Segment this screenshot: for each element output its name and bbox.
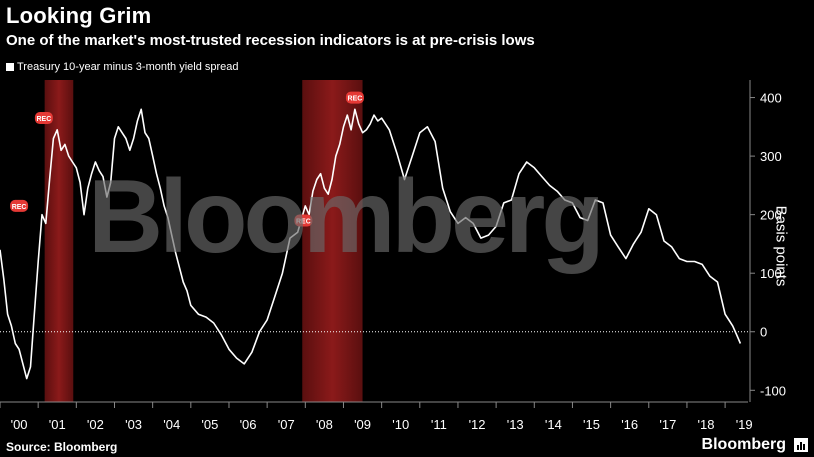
rec-marker-0 [34,112,53,125]
rec-marker-label-3: REC [348,96,363,103]
y-tick-label-3: 100 [760,266,782,281]
y-tick-label-5: -100 [760,383,786,398]
x-tick-label-15: '15 [583,417,600,432]
x-tick-label-18: '18 [698,417,715,432]
x-tick-label-17: '17 [659,417,676,432]
recession-band-1 [302,80,363,402]
x-tick-label-5: '05 [201,417,218,432]
rec-marker-3 [345,91,364,104]
y-tick-label-4: 0 [760,325,767,340]
brand-logo: Bloomberg [701,436,786,453]
x-tick-label-13: '13 [507,417,524,432]
bar-chart-icon [794,438,808,452]
legend: Treasury 10-year minus 3-month yield spr… [6,61,239,73]
x-tick-label-1: '01 [49,417,66,432]
x-tick-label-12: '12 [469,417,486,432]
rec-marker-label-1: REC [12,204,27,211]
series-line-spread [0,108,742,380]
x-tick-label-16: '16 [621,417,638,432]
x-tick-label-0: '00 [11,417,28,432]
legend-label: Treasury 10-year minus 3-month yield spr… [17,61,239,73]
y-tick-label-0: 400 [760,91,782,106]
x-tick-label-8: '08 [316,417,333,432]
rec-marker-label-0: REC [36,116,51,123]
x-tick-label-2: '02 [87,417,104,432]
x-tick-label-9: '09 [354,417,371,432]
rec-marker-2 [294,214,313,227]
x-tick-label-7: '07 [278,417,295,432]
x-tick-label-10: '10 [392,417,409,432]
y-tick-label-1: 300 [760,149,782,164]
x-tick-label-6: '06 [240,417,257,432]
legend-swatch-icon [6,63,14,71]
chart-subtitle: One of the market's most-trusted recessi… [6,32,535,49]
recession-band-0 [44,80,74,402]
rec-marker-label-2: REC [296,219,311,226]
x-tick-label-19: '19 [736,417,753,432]
y-tick-label-2: 200 [760,208,782,223]
x-tick-label-4: '04 [163,417,180,432]
y-axis-label: Basis points [772,205,790,287]
chart-title: Looking Grim [6,3,152,28]
x-tick-label-3: '03 [125,417,142,432]
bloomberg-watermark: Bloomberg [88,159,605,275]
x-tick-label-11: '11 [431,417,447,432]
x-tick-label-14: '14 [545,417,562,432]
source-note: Source: Bloomberg [6,440,118,454]
rec-marker-1 [10,199,29,212]
